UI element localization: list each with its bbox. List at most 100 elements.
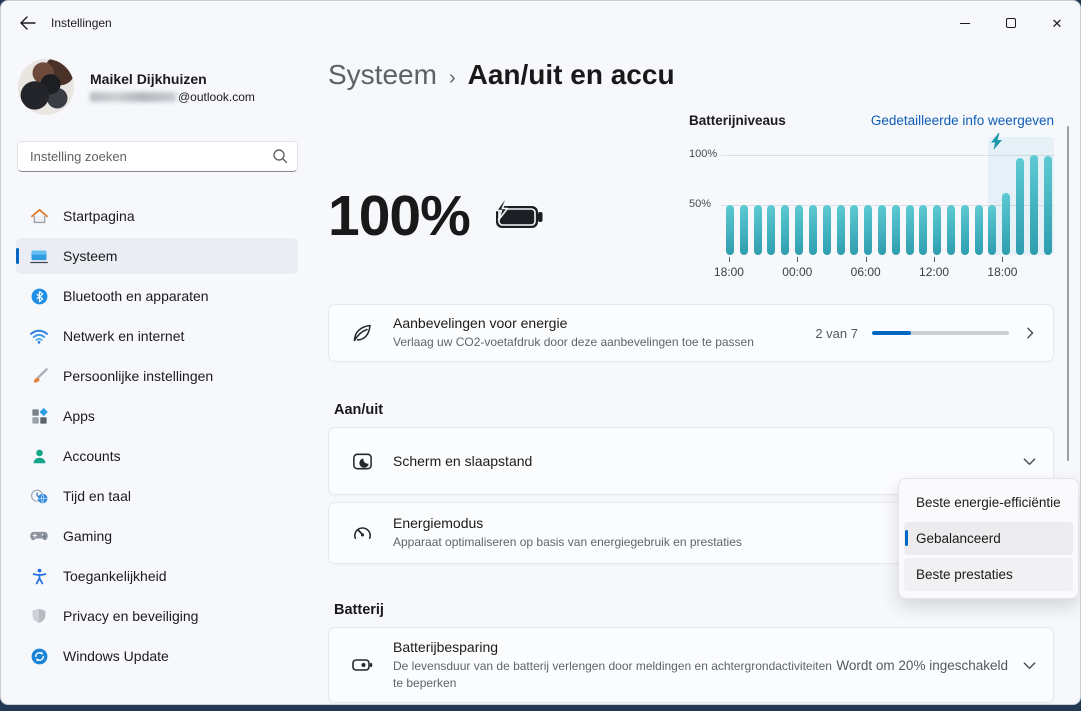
battery-chart: Batterijniveaus Gedetailleerde info weer… [689,113,1054,279]
recommendations-title: Aanbevelingen voor energie [393,315,568,332]
sidebar-item-label: Toegankelijkheid [63,568,167,584]
section-header-power: Aan/uit [334,402,384,418]
detailed-info-link[interactable]: Gedetailleerde info weergeven [870,113,1054,128]
x-tick-label: 00:00 [782,265,813,279]
chart-xticks [726,257,1017,262]
sidebar-item-label: Accounts [63,448,121,464]
chart-bar [1029,155,1038,255]
sidebar-item-label: Bluetooth en apparaten [63,288,209,304]
y-tick-50: 50% [689,198,712,210]
gaming-controller-icon [29,526,49,546]
window-title: Instellingen [51,16,112,30]
sidebar-item-netwerk[interactable]: Netwerk en internet [16,318,298,354]
avatar [18,59,74,115]
eco-leaf-icon [349,321,375,345]
energy-recommendations-card[interactable]: Aanbevelingen voor energie Verlaag uw CO… [328,304,1054,362]
chart-plot: 100% 50% [689,133,1054,255]
sidebar-item-label: Windows Update [63,648,169,664]
chart-bar [767,205,776,255]
chevron-down-icon[interactable] [1022,454,1037,469]
battery-saver-card[interactable]: Batterijbesparing De levensduur van de b… [328,627,1054,703]
sidebar-item-toegankelijkheid[interactable]: Toegankelijkheid [16,558,298,594]
accounts-icon [29,446,49,466]
chart-title: Batterijniveaus [689,113,786,128]
sidebar-item-apps[interactable]: Apps [16,398,298,434]
energy-mode-dropdown: Beste energie-efficiëntie Gebalanceerd B… [898,478,1079,599]
battery-charging-icon [495,199,543,228]
chart-bar [877,205,886,255]
user-name: Maikel Dijkhuizen [90,70,207,87]
chart-bar [1002,193,1011,255]
progress-fill [872,331,912,335]
maximize-button[interactable] [988,1,1034,45]
chart-bar [988,205,997,255]
menu-item-beste-energie-efficientie[interactable]: Beste energie-efficiëntie [916,495,1061,510]
scrollbar-thumb[interactable] [1067,126,1069,461]
search-icon [273,149,288,164]
maximize-icon [1006,18,1016,28]
sidebar: Maikel Dijkhuizen @outlook.com Startpagi… [1,45,313,704]
chart-bar [933,205,942,255]
sidebar-item-startpagina[interactable]: Startpagina [16,198,298,234]
chart-bars [726,137,1052,255]
screen-sleep-card[interactable]: Scherm en slaapstand [328,427,1054,495]
email-redacted [90,91,176,102]
chart-bar [891,205,900,255]
menu-item-beste-prestaties[interactable]: Beste prestaties [904,558,1073,591]
back-arrow-icon [19,16,36,30]
chart-bar [960,205,969,255]
battery-percent: 100% [328,184,471,248]
breadcrumb: Systeem › Aan/uit en accu [328,59,1054,91]
sidebar-item-label: Privacy en beveiliging [63,608,199,624]
sidebar-item-label: Gaming [63,528,113,544]
chart-bar [781,205,790,255]
sidebar-item-persoonlijke-instellingen[interactable]: Persoonlijke instellingen [16,358,298,394]
sidebar-item-privacy[interactable]: Privacy en beveiliging [16,598,298,634]
charging-bolt-icon [991,133,1002,150]
main-content: Systeem › Aan/uit en accu 100% Batterijn… [313,45,1080,704]
sidebar-item-tijd-en-taal[interactable]: Tijd en taal [16,478,298,514]
settings-search [17,141,298,172]
apps-icon [29,406,49,426]
x-tick-label: 18:00 [987,265,1018,279]
sidebar-item-windows-update[interactable]: Windows Update [16,638,298,674]
system-icon [29,246,49,266]
gridline-50 [721,205,1054,206]
user-profile[interactable]: Maikel Dijkhuizen @outlook.com [18,59,298,115]
sidebar-item-accounts[interactable]: Accounts [16,438,298,474]
gridline-100 [721,155,1054,156]
sidebar-item-label: Netwerk en internet [63,328,185,344]
chart-bar [795,205,804,255]
screen-sleep-title: Scherm en slaapstand [393,453,533,469]
energy-mode-gauge-icon [349,522,375,545]
close-button[interactable]: ✕ [1034,1,1080,45]
sidebar-item-label: Systeem [63,248,118,264]
sidebar-item-bluetooth[interactable]: Bluetooth en apparaten [16,278,298,314]
titlebar: Instellingen ✕ [1,1,1080,45]
back-button[interactable] [11,9,43,37]
battery-saver-value: Wordt om 20% ingeschakeld [836,657,1008,673]
chevron-right-icon[interactable] [1023,326,1037,340]
search-input[interactable] [17,141,298,172]
minimize-button[interactable] [942,1,988,45]
chevron-down-icon[interactable] [1022,658,1037,673]
menu-item-gebalanceerd[interactable]: Gebalanceerd [904,522,1073,555]
x-tick-label: 12:00 [919,265,950,279]
minimize-icon [960,22,970,24]
sidebar-item-label: Tijd en taal [63,488,131,504]
breadcrumb-separator: › [448,67,456,89]
sidebar-item-systeem[interactable]: Systeem [16,238,298,274]
chart-bar [739,205,748,255]
energy-mode-subtitle: Apparaat optimaliseren op basis van ener… [393,535,742,550]
breadcrumb-systeem[interactable]: Systeem [328,59,437,90]
sidebar-nav: Startpagina Systeem Bluetooth en apparat… [16,198,298,674]
chart-bar [947,205,955,255]
recommendations-progress-bar [872,331,1009,335]
chart-bar [726,205,734,255]
chart-bar [850,205,859,255]
sidebar-item-gaming[interactable]: Gaming [16,518,298,554]
sidebar-item-label: Startpagina [63,208,135,224]
energy-mode-title: Energiemodus [393,515,484,532]
privacy-shield-icon [29,606,49,626]
windows-update-icon [29,646,49,666]
